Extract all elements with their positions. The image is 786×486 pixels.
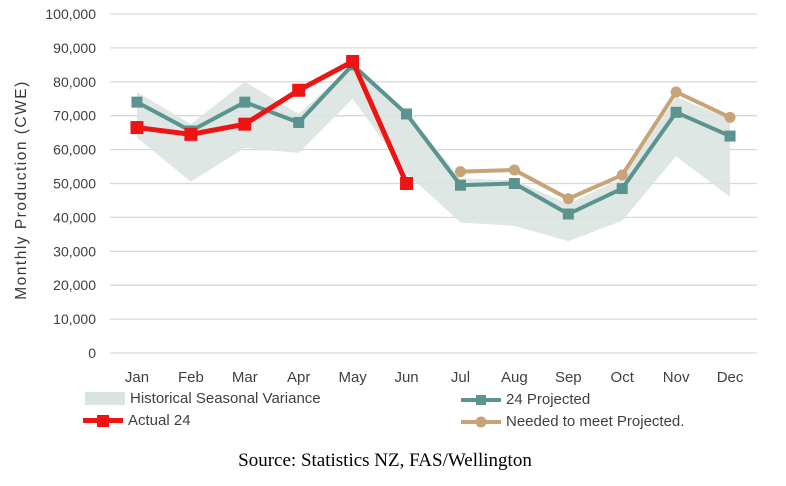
series-line-24-projected xyxy=(136,62,731,217)
series-marker-needed-to-meet-projected xyxy=(508,164,520,176)
series-marker-24-projected xyxy=(616,183,628,195)
legend-label: Historical Seasonal Variance xyxy=(130,390,321,407)
y-tick-label: 40,000 xyxy=(53,209,96,225)
series-marker-needed-to-meet-projected xyxy=(670,86,682,98)
source-note: Source: Statistics NZ, FAS/Wellington xyxy=(238,450,532,471)
variance-band xyxy=(136,64,731,242)
y-tick-label: 10,000 xyxy=(53,311,96,327)
variance-band-swatch xyxy=(85,392,125,405)
x-tick-label: Feb xyxy=(178,369,204,386)
series-marker-24-projected xyxy=(562,208,574,220)
series-marker-actual-24 xyxy=(184,127,198,141)
y-axis-title: Monthly Production (CWE) xyxy=(13,80,30,299)
y-tick-label: 80,000 xyxy=(53,74,96,90)
series-marker-24-projected xyxy=(131,96,143,108)
actual-line-swatch xyxy=(83,414,123,427)
x-tick-label: Jun xyxy=(394,369,418,386)
legend-item-projected: 24 Projected xyxy=(461,391,590,408)
legend-label: 24 Projected xyxy=(506,391,591,408)
x-tick-label: Dec xyxy=(717,369,744,386)
y-tick-label: 70,000 xyxy=(53,108,96,124)
series-marker-24-projected xyxy=(724,130,736,142)
y-tick-label: 50,000 xyxy=(53,176,96,192)
x-tick-label: Mar xyxy=(232,369,258,386)
series-line-actual-24 xyxy=(136,57,409,185)
needed-line-swatch xyxy=(461,416,501,427)
legend-label: Actual 24 xyxy=(128,412,191,429)
projected-line-swatch xyxy=(461,394,501,405)
series-marker-24-projected xyxy=(508,178,520,189)
series-marker-actual-24 xyxy=(130,121,144,135)
legend-item-needed: Needed to meet Projected. xyxy=(461,413,684,430)
series-marker-needed-to-meet-projected xyxy=(616,169,628,181)
x-tick-label: Jul xyxy=(451,369,470,386)
y-tick-label: 30,000 xyxy=(53,243,96,259)
y-tick-label: 0 xyxy=(88,345,96,361)
x-tick-label: Nov xyxy=(663,369,690,386)
x-tick-label: Apr xyxy=(287,369,310,386)
legend-item-actual: Actual 24 xyxy=(83,412,191,429)
x-tick-label: Sep xyxy=(555,369,582,386)
y-tick-label: 60,000 xyxy=(53,142,96,158)
series-marker-24-projected xyxy=(401,108,413,120)
series-marker-24-projected xyxy=(239,96,251,108)
production-chart: Monthly Production (CWE) 0 10,000 20,000 30… xyxy=(13,6,757,386)
legend-label: Needed to meet Projected. xyxy=(506,413,685,430)
series-marker-actual-24 xyxy=(346,54,360,68)
legend-item-variance: Historical Seasonal Variance xyxy=(85,390,321,407)
series-marker-needed-to-meet-projected xyxy=(562,193,574,205)
x-tick-label: May xyxy=(338,369,367,386)
x-tick-label: Aug xyxy=(501,369,528,386)
series-marker-actual-24 xyxy=(400,177,414,190)
y-tick-label: 90,000 xyxy=(53,40,96,56)
y-tick-label: 20,000 xyxy=(53,277,96,293)
series-marker-24-projected xyxy=(670,106,682,118)
series-marker-needed-to-meet-projected xyxy=(724,111,736,123)
series-marker-actual-24 xyxy=(238,117,252,131)
series-marker-needed-to-meet-projected xyxy=(454,166,466,178)
x-tick-label: Jan xyxy=(125,369,149,386)
series-marker-24-projected xyxy=(454,179,466,191)
series-marker-24-projected xyxy=(293,116,305,128)
y-tick-label: 100,000 xyxy=(45,6,96,22)
x-tick-label: Oct xyxy=(611,369,635,386)
series-line-needed-to-meet-projected xyxy=(460,89,731,201)
series-marker-actual-24 xyxy=(292,83,306,97)
